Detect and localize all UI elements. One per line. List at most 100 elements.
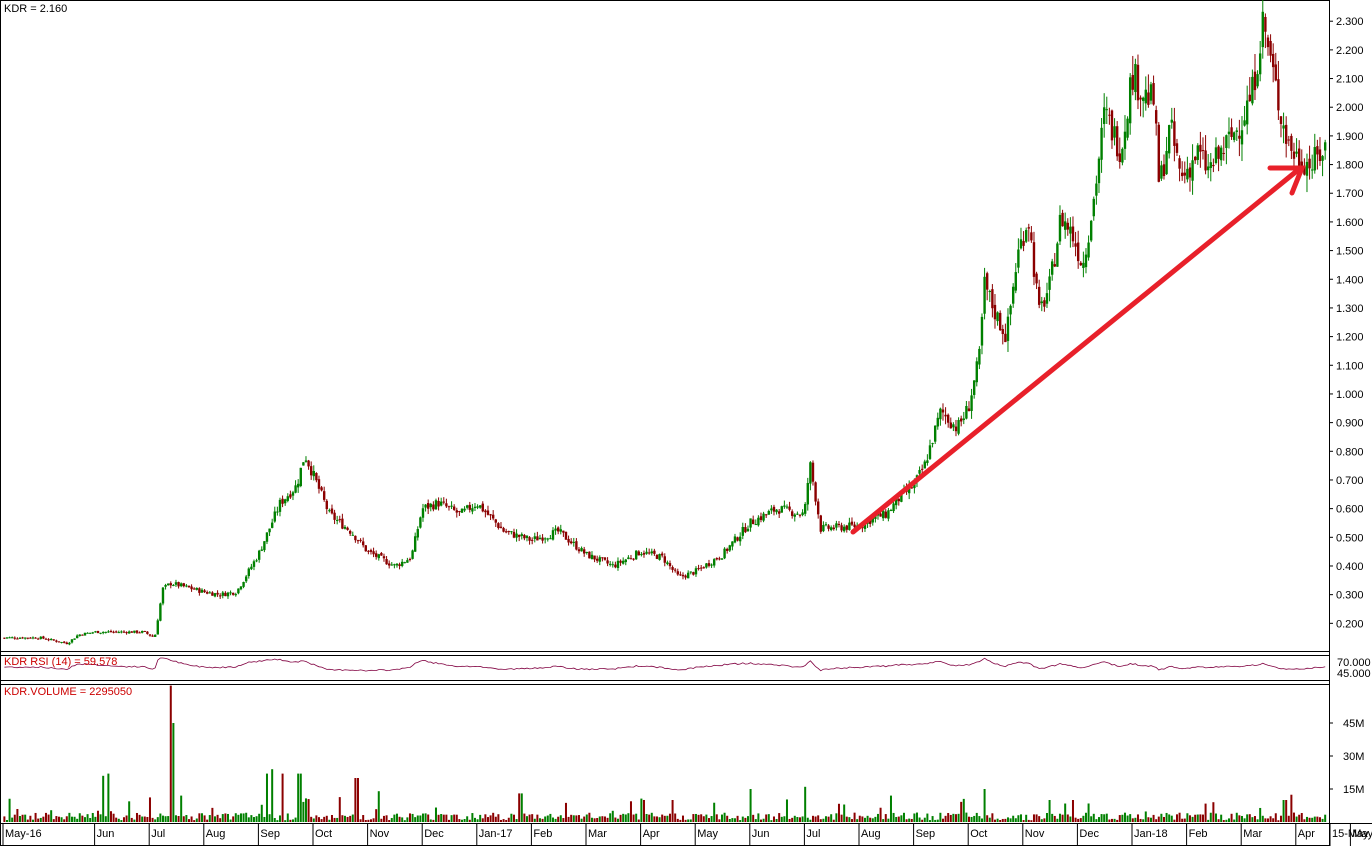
volume-bar	[377, 791, 380, 822]
volume-bar	[1084, 812, 1087, 822]
volume-bar	[757, 813, 760, 822]
volume-bar	[317, 817, 320, 822]
volume-bar	[1181, 818, 1184, 822]
volume-bar	[1259, 807, 1262, 822]
volume-bar	[174, 815, 177, 822]
price-candle	[489, 513, 492, 520]
volume-y-tick-label: 30M	[1343, 751, 1364, 763]
price-candle	[645, 547, 648, 555]
volume-bar	[367, 819, 370, 822]
price-candle	[23, 637, 27, 640]
volume-bar	[81, 815, 84, 822]
volume-bar	[832, 819, 835, 822]
price-candle	[117, 630, 120, 634]
price-candle	[432, 501, 435, 512]
price-candle	[538, 534, 542, 540]
price-candle	[569, 538, 573, 545]
volume-bar	[739, 820, 742, 822]
volume-bar	[718, 819, 721, 822]
volume-bar	[520, 793, 523, 822]
price-candle	[333, 509, 336, 525]
rsi-series-line	[4, 657, 1326, 672]
volume-bar	[16, 808, 19, 822]
price-candle	[983, 267, 986, 320]
volume-bar	[260, 804, 263, 822]
volume-bar	[780, 816, 783, 822]
volume-bar	[723, 812, 726, 822]
volume-bar	[1225, 819, 1228, 822]
volume-bar	[640, 798, 643, 822]
volume-bar	[156, 817, 159, 822]
price-candle	[107, 630, 110, 633]
price-candle	[1238, 119, 1241, 157]
price-candle	[1282, 112, 1285, 144]
volume-bar	[1157, 816, 1160, 822]
volume-bar	[416, 815, 419, 822]
volume-bar	[284, 820, 287, 822]
price-candle	[796, 511, 799, 515]
price-candle	[746, 525, 750, 532]
volume-bar	[1269, 816, 1272, 822]
volume-bar	[913, 813, 916, 822]
price-candle	[60, 641, 63, 644]
volume-bar	[575, 815, 578, 822]
price-candle	[975, 357, 978, 387]
volume-bar	[1134, 817, 1137, 822]
volume-bar	[1305, 816, 1308, 822]
price-candle	[499, 522, 503, 529]
price-candle	[790, 509, 794, 519]
volume-bar	[536, 814, 539, 822]
volume-bar	[822, 818, 825, 822]
price-candle	[166, 583, 170, 586]
price-candle	[478, 505, 482, 509]
volume-bar	[869, 817, 872, 822]
price-candle	[471, 503, 474, 515]
volume-bar	[445, 814, 448, 822]
volume-bar	[949, 814, 952, 822]
price-candle	[1014, 263, 1017, 294]
volume-bar	[1100, 814, 1103, 822]
volume-bar	[356, 778, 359, 822]
volume-bar	[258, 813, 261, 822]
volume-y-tick-label: 15M	[1343, 784, 1364, 796]
volume-bar	[1038, 816, 1041, 822]
price-candle	[853, 521, 856, 529]
price-candle	[377, 553, 380, 561]
volume-bar	[1321, 818, 1324, 822]
volume-bar	[1285, 800, 1288, 822]
price-candle	[744, 523, 747, 534]
price-candle	[218, 593, 222, 599]
price-candle	[5, 637, 9, 639]
price-candle	[13, 636, 16, 640]
volume-bar	[453, 814, 456, 822]
price-candle	[582, 546, 586, 557]
price-candle	[187, 585, 191, 588]
price-candle	[481, 501, 484, 513]
price-y-tick-label: 1.900	[1336, 131, 1364, 143]
price-candle	[16, 637, 19, 640]
price-candle	[1271, 43, 1275, 83]
price-candle	[354, 535, 357, 543]
volume-bar	[237, 814, 240, 822]
price-candle	[944, 407, 947, 425]
price-candle	[81, 634, 84, 636]
volume-bar	[562, 818, 565, 822]
price-candle	[242, 581, 245, 589]
volume-bar	[494, 816, 497, 822]
price-y-tick-label: 2.100	[1336, 74, 1364, 86]
volume-bar	[887, 818, 890, 822]
price-candle	[151, 634, 154, 637]
volume-bar	[934, 819, 937, 822]
volume-bar	[689, 819, 692, 822]
price-candle	[169, 581, 172, 589]
volume-bar	[364, 819, 367, 822]
price-candle	[445, 498, 448, 508]
price-candle	[406, 557, 409, 563]
volume-bar	[793, 815, 796, 822]
volume-bar	[627, 813, 630, 822]
price-candle	[1170, 107, 1173, 129]
price-candle	[104, 631, 107, 634]
price-candle	[608, 561, 612, 567]
price-candle	[936, 412, 939, 430]
